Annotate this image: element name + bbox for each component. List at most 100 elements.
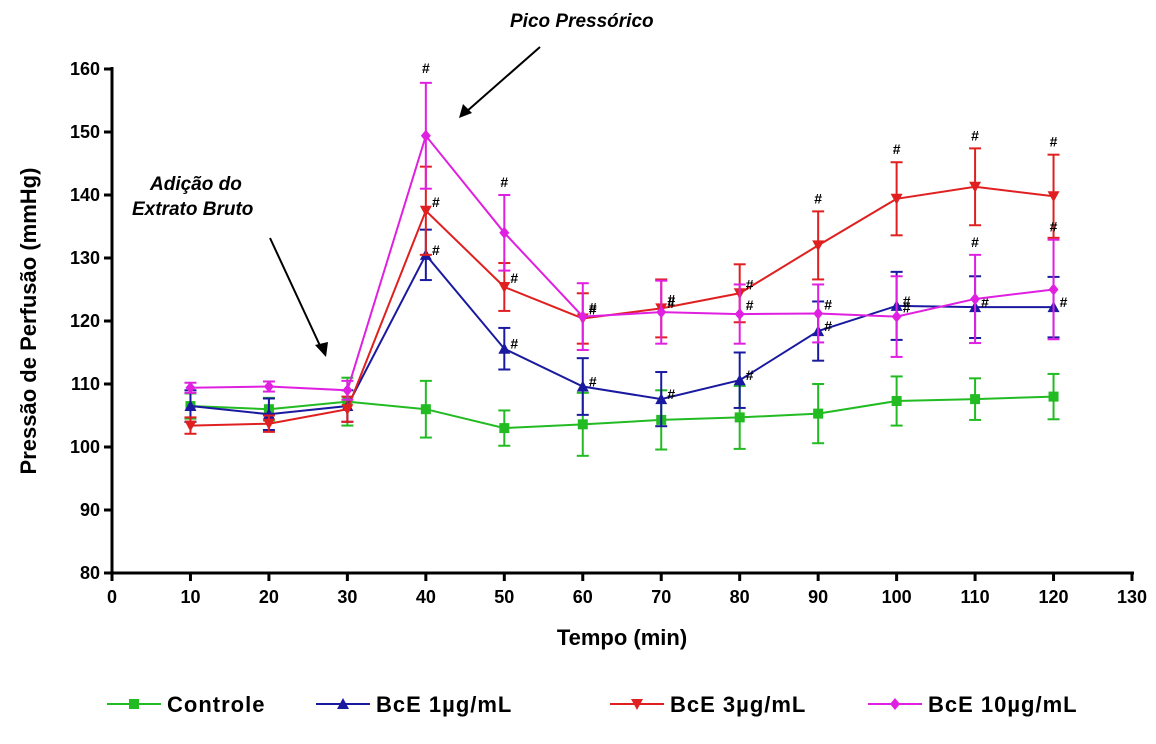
y-tick-label: 110 (71, 374, 100, 394)
legend-marker (129, 699, 139, 709)
data-point (576, 380, 589, 392)
annotation-adicao-arrowhead (315, 342, 328, 357)
x-tick-label: 0 (107, 587, 117, 607)
significance-marker: # (589, 301, 597, 317)
annotation-pico-arrowhead (459, 104, 472, 118)
data-point (1048, 283, 1059, 296)
annotation-adicao-arrow (269, 237, 323, 351)
significance-marker: # (746, 367, 754, 383)
x-tick-label: 10 (180, 587, 200, 607)
legend-marker (890, 698, 900, 710)
data-point (734, 308, 745, 321)
significance-marker: # (1060, 294, 1068, 310)
data-point (262, 418, 275, 430)
significance-marker: # (1050, 134, 1058, 150)
data-point (813, 307, 824, 320)
annotation-pico: Pico Pressórico (510, 11, 654, 32)
data-point (419, 205, 432, 217)
data-point (655, 393, 668, 405)
axes: 80 90 100 110 120 130 140 150 160 0 10 20 30 40 50 60 70… (16, 59, 1147, 650)
annotation-adicao-line1: Adição do (149, 174, 242, 195)
x-tick-label: 80 (730, 587, 750, 607)
data-point (656, 306, 667, 319)
x-tick-label: 90 (808, 587, 828, 607)
data-point (342, 384, 353, 397)
x-tick-label: 130 (1117, 587, 1147, 607)
significance-marker: # (903, 300, 911, 316)
data-point (577, 310, 588, 323)
annotations: Adição do Extrato Bruto Pico Pressórico (132, 11, 654, 357)
x-tick-label: 60 (573, 587, 593, 607)
legend-label: BcE 10µg/mL (928, 692, 1078, 717)
significance-marker: # (422, 60, 430, 76)
data-point (970, 394, 981, 405)
y-tick-label: 160 (70, 59, 100, 79)
x-axis-title: Tempo (min) (557, 625, 687, 650)
series-bce-10-g-ml: ### # # # ### (184, 60, 1060, 401)
significance-marker: # (814, 190, 822, 206)
series-line (190, 395, 1054, 430)
y-tick-label: 100 (70, 437, 100, 457)
significance-marker: # (589, 374, 597, 390)
significance-marker: # (824, 318, 832, 334)
annotation-pico-arrow (465, 46, 541, 113)
significance-marker: # (824, 296, 832, 312)
significance-marker: # (903, 293, 911, 309)
data-point (812, 240, 825, 252)
data-point (420, 129, 431, 142)
data-point (970, 292, 981, 305)
x-tick-label: 120 (1039, 587, 1069, 607)
y-tick-label: 150 (70, 122, 100, 142)
series-line (190, 133, 1054, 392)
significance-marker: # (1050, 219, 1058, 235)
annotation-adicao-line2: Extrato Bruto (132, 199, 253, 220)
x-tick-label: 50 (494, 587, 514, 607)
significance-marker: # (432, 242, 440, 258)
legend-label: BcE 3µg/mL (670, 692, 806, 717)
data-point (499, 423, 510, 434)
data-point (498, 281, 511, 293)
significance-marker: # (893, 141, 901, 157)
x-tick-label: 70 (651, 587, 671, 607)
significance-marker: # (667, 291, 675, 307)
data-point (341, 404, 354, 416)
significance-marker: # (500, 174, 508, 190)
legend: Controle BcE 1µg/mL BcE 3µg/mL BcE 10µg/mL (107, 692, 1078, 717)
data-point (499, 226, 510, 239)
y-axis-title: Pressão de Perfusão (mmHg) (16, 168, 41, 475)
data-point (498, 342, 511, 354)
x-tick-label: 110 (961, 587, 990, 607)
significance-marker: # (667, 295, 675, 311)
data-point (891, 310, 902, 323)
data-point (263, 380, 274, 393)
data-point (577, 419, 588, 430)
significance-marker: # (667, 386, 675, 402)
data-point (1048, 391, 1059, 402)
x-tick-label: 30 (337, 587, 357, 607)
significance-marker: # (510, 336, 518, 352)
data-point (890, 193, 903, 205)
data-point (813, 408, 824, 419)
x-tick-label: 20 (259, 587, 279, 607)
data-point (733, 374, 746, 386)
y-tick-label: 80 (80, 563, 100, 583)
series-line (190, 253, 1054, 416)
legend-marker (337, 698, 349, 709)
legend-label: BcE 1µg/mL (376, 692, 512, 717)
data-point (184, 400, 197, 412)
significance-marker: # (971, 234, 979, 250)
legend-label: Controle (167, 692, 265, 717)
data-point (185, 381, 196, 394)
significance-marker: # (971, 127, 979, 143)
significance-marker: # (589, 300, 597, 316)
data-point (1047, 191, 1060, 203)
data-point (184, 420, 197, 432)
x-tick-label: 100 (882, 587, 912, 607)
data-point (420, 404, 431, 415)
data-point (969, 181, 982, 193)
significance-marker: # (432, 194, 440, 210)
y-tick-label: 120 (70, 311, 100, 331)
significance-marker: # (981, 294, 989, 310)
data-point (734, 412, 745, 423)
